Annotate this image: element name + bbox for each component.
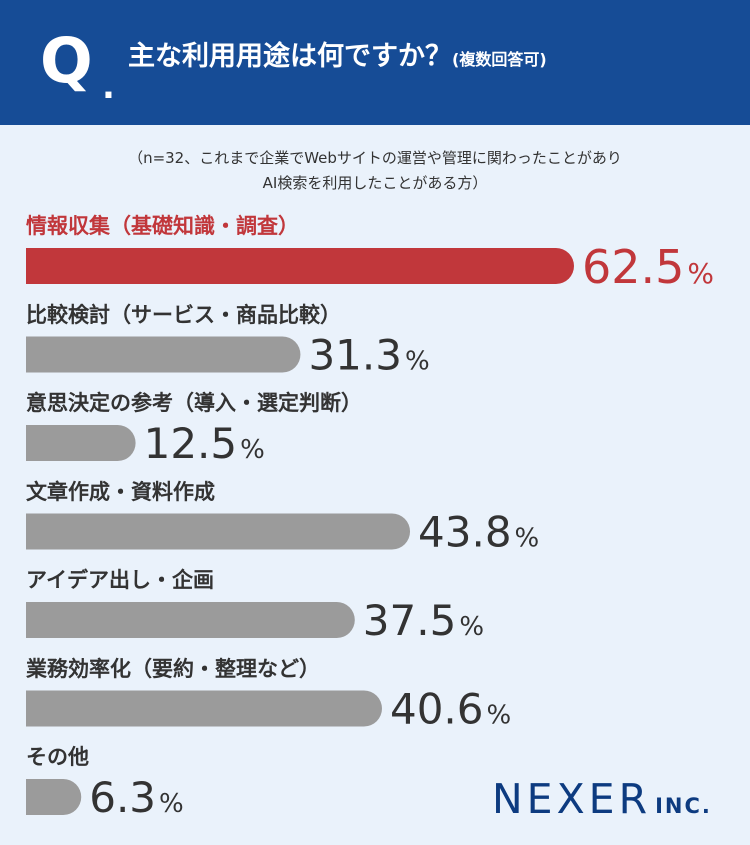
bar-left-edge — [26, 602, 62, 638]
value-label: 37.5% — [363, 596, 484, 645]
value-number: 62.5 — [582, 240, 684, 294]
bar — [26, 690, 382, 727]
brand-logo: NEXER INC. — [492, 776, 712, 831]
value-number: 37.5 — [363, 596, 457, 645]
category-label: 意思決定の参考（導入・選定判断） — [26, 391, 362, 415]
bar — [26, 336, 301, 373]
bar — [26, 248, 574, 284]
category-label: アイデア出し・企画 — [26, 568, 214, 592]
bar-left-edge — [26, 779, 62, 815]
sample-note: （n=32、これまで企業でWebサイトの運営や管理に関わったことがあり AI検索… — [0, 146, 750, 196]
bar-left-edge — [26, 248, 62, 284]
header-banner: Q . 主な利用用途は何ですか？(複数回答可) — [0, 0, 750, 125]
brand-name: NEXER — [492, 775, 652, 823]
bar-left-edge — [26, 425, 62, 461]
category-label: 業務効率化（要約・整理など） — [26, 656, 320, 681]
brand-suffix: INC. — [655, 794, 712, 818]
value-unit: % — [159, 789, 184, 819]
sample-note-line1: （n=32、これまで企業でWebサイトの運営や管理に関わったことがあり — [128, 149, 622, 167]
category-label: 情報収集（基礎知識・調査） — [26, 214, 299, 238]
category-label: 比較検討（サービス・商品比較） — [26, 302, 341, 327]
value-unit: % — [486, 701, 511, 731]
value-unit: % — [687, 257, 714, 290]
value-unit: % — [459, 612, 484, 642]
q-mark: Q — [40, 24, 93, 97]
value-label: 62.5% — [582, 240, 714, 294]
q-dot: . — [102, 67, 115, 107]
value-label: 40.6% — [390, 685, 511, 734]
category-label: その他 — [26, 745, 89, 769]
bar-left-edge — [26, 336, 62, 373]
value-label: 31.3% — [308, 331, 429, 380]
value-unit: % — [240, 435, 265, 465]
value-number: 31.3 — [308, 331, 402, 380]
value-number: 40.6 — [390, 685, 484, 734]
value-unit: % — [405, 347, 430, 377]
bar-left-edge — [26, 690, 62, 727]
question-note: (複数回答可) — [452, 50, 547, 69]
bar — [26, 513, 411, 550]
value-number: 43.8 — [418, 508, 512, 557]
question-title: 主な利用用途は何ですか？(複数回答可) — [128, 40, 547, 77]
value-label: 6.3% — [89, 773, 184, 822]
bar — [26, 602, 355, 638]
value-number: 12.5 — [144, 419, 238, 468]
bar-left-edge — [26, 513, 62, 550]
sample-note-line2: AI検索を利用したことがある方） — [262, 174, 488, 192]
question-text: 主な利用用途は何ですか？ — [128, 41, 452, 72]
value-unit: % — [515, 524, 540, 554]
category-label: 文章作成・資料作成 — [26, 479, 215, 504]
value-label: 12.5% — [144, 419, 265, 468]
value-label: 43.8% — [418, 508, 539, 557]
value-number: 6.3 — [89, 773, 156, 822]
